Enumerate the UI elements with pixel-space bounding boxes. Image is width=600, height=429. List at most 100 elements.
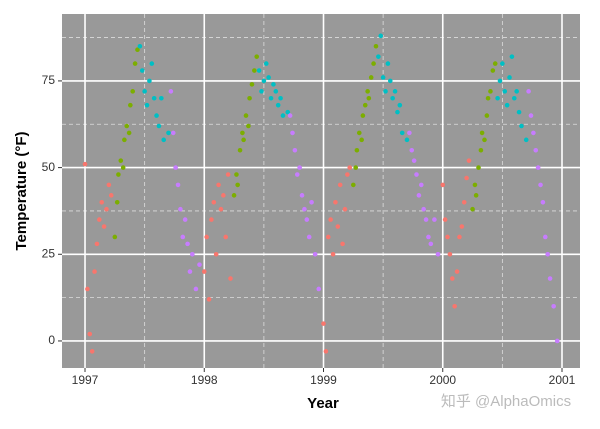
point — [519, 123, 524, 129]
point — [371, 61, 376, 66]
point — [130, 89, 136, 94]
point — [485, 95, 491, 101]
point — [247, 95, 252, 101]
point — [321, 321, 326, 326]
point — [452, 303, 457, 309]
point — [197, 262, 202, 267]
point — [299, 193, 305, 198]
point — [297, 165, 302, 170]
point — [151, 95, 157, 101]
point — [340, 241, 345, 247]
point — [472, 182, 478, 188]
point — [540, 199, 546, 205]
x-tick-label: 1997 — [72, 373, 99, 387]
point — [395, 109, 400, 115]
point — [87, 331, 93, 337]
point — [278, 95, 283, 101]
point — [473, 193, 479, 198]
point — [347, 165, 353, 170]
point — [104, 206, 109, 212]
point — [201, 269, 207, 274]
point — [335, 224, 341, 229]
x-tick-label: 2000 — [429, 373, 456, 387]
x-tick-label: 1999 — [310, 373, 337, 387]
point — [175, 182, 181, 188]
point — [218, 206, 224, 212]
point — [275, 102, 281, 108]
point — [516, 109, 522, 115]
point — [360, 113, 366, 118]
point — [209, 217, 214, 222]
point — [139, 68, 145, 73]
y-axis-title: Temperature (°F) — [13, 131, 30, 250]
point — [356, 130, 362, 136]
point — [435, 251, 441, 257]
point — [204, 234, 209, 240]
watermark: 知乎 @AlphaOmics — [441, 393, 571, 410]
point — [142, 89, 147, 94]
point — [128, 102, 133, 108]
point — [533, 147, 539, 153]
point — [268, 95, 274, 101]
point — [178, 206, 183, 212]
point — [454, 269, 460, 274]
point — [380, 75, 386, 80]
point — [126, 130, 132, 136]
point — [449, 276, 455, 281]
point — [470, 206, 475, 212]
point — [312, 251, 318, 257]
point — [482, 137, 487, 143]
point — [337, 182, 343, 188]
point — [404, 137, 410, 143]
point — [476, 165, 481, 170]
point — [243, 113, 249, 118]
point — [442, 217, 448, 222]
point — [263, 61, 269, 66]
point — [464, 175, 469, 181]
point — [330, 251, 336, 257]
point — [535, 165, 541, 170]
point — [504, 102, 510, 108]
point — [511, 95, 517, 101]
point — [221, 193, 226, 198]
point — [409, 147, 415, 153]
point — [492, 61, 498, 66]
point — [211, 199, 217, 205]
point — [397, 102, 403, 108]
y-tick-label: 50 — [42, 160, 56, 174]
point — [500, 61, 505, 66]
point — [399, 130, 405, 136]
point — [193, 286, 199, 292]
y-tick-label: 25 — [42, 246, 56, 260]
point — [187, 269, 193, 274]
point — [495, 95, 500, 101]
point — [99, 199, 105, 205]
point — [190, 251, 195, 257]
point — [547, 276, 553, 281]
point — [509, 54, 515, 59]
point — [479, 130, 485, 136]
point — [132, 61, 138, 66]
point — [457, 234, 462, 240]
point — [241, 137, 246, 143]
point — [362, 102, 368, 108]
point — [502, 89, 508, 94]
point — [328, 217, 333, 222]
point — [459, 224, 465, 229]
point — [551, 303, 556, 309]
point — [97, 217, 102, 222]
point — [351, 182, 356, 188]
point — [416, 193, 422, 198]
point — [466, 158, 472, 163]
point — [383, 89, 388, 94]
point — [280, 113, 286, 118]
point — [159, 95, 164, 101]
point — [478, 147, 484, 153]
point — [484, 113, 490, 118]
point — [366, 95, 372, 101]
point — [368, 75, 374, 80]
point — [120, 165, 126, 170]
x-tick-label: 2001 — [549, 373, 576, 387]
y-tick-label: 0 — [48, 333, 55, 347]
point — [292, 147, 298, 153]
